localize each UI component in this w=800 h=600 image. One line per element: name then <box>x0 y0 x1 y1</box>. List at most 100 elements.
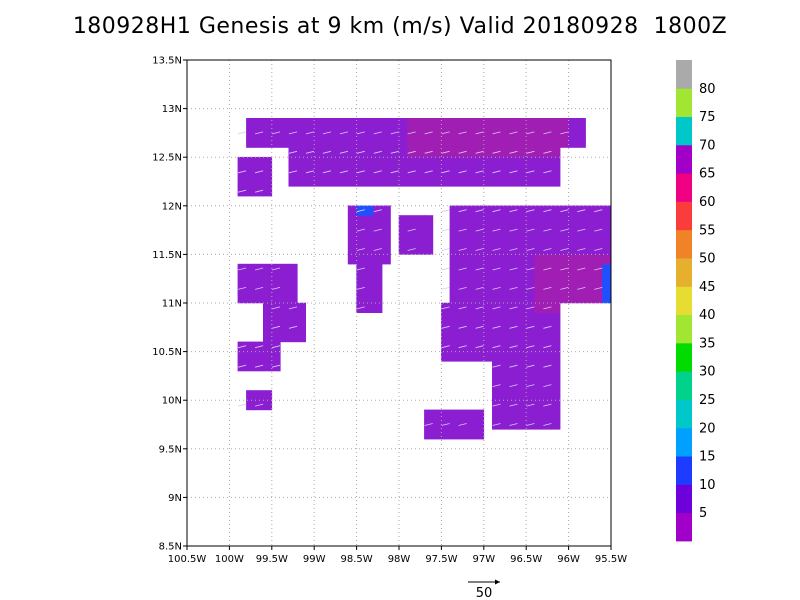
wind-speed-cell <box>407 234 417 245</box>
wind-speed-cell <box>263 166 273 177</box>
wind-speed-cell <box>508 409 518 420</box>
wind-speed-cell <box>466 263 476 275</box>
wind-vector <box>560 228 569 232</box>
wind-speed-cell <box>517 244 527 255</box>
wind-speed-cell <box>466 273 476 284</box>
wind-speed-cell <box>551 302 561 313</box>
wind-vector <box>543 306 552 310</box>
wind-speed-cell <box>305 118 315 129</box>
wind-speed-cell <box>280 118 290 129</box>
colorbar: 5 10 15 20 25 30 35 40 45 50 55 60 65 70 75 80 <box>676 60 716 542</box>
wind-speed-cell <box>542 273 552 284</box>
colorbar-label: 5 <box>699 506 707 521</box>
wind-speed-cell <box>483 263 493 275</box>
x-tick-label: 99.5W <box>256 554 288 565</box>
wind-speed-cell <box>313 166 323 177</box>
wind-speed-cell <box>296 156 306 168</box>
wind-speed-cell <box>263 361 273 372</box>
wind-speed-cell <box>364 244 374 255</box>
wind-speed-cell <box>381 127 391 138</box>
wind-speed-cell <box>466 322 476 333</box>
wind-speed-cell <box>517 263 527 275</box>
wind-speed-cell <box>466 254 476 265</box>
wind-speed-cell <box>288 331 298 343</box>
wind-vector <box>475 209 484 213</box>
wind-speed-cell <box>534 293 544 304</box>
wind-speed-cell <box>381 234 391 245</box>
wind-speed-cell <box>483 205 493 216</box>
wind-speed-cell <box>500 118 510 129</box>
wind-speed-cell <box>525 409 535 420</box>
wind-vector <box>526 384 535 387</box>
y-tick-label: 11N <box>162 299 182 310</box>
wind-speed-cell <box>458 429 468 440</box>
wind-speed-cell <box>296 302 306 313</box>
wind-speed-cell <box>381 147 391 158</box>
wind-speed-cell <box>458 351 468 362</box>
wind-vector <box>543 150 552 154</box>
wind-speed-cell <box>398 147 408 158</box>
wind-vector <box>407 228 416 232</box>
wind-speed-cell <box>585 234 595 245</box>
wind-speed-cell <box>534 361 544 372</box>
wind-vector <box>407 248 416 251</box>
wind-speed-cell <box>364 254 374 265</box>
wind-vector <box>339 170 348 174</box>
wind-speed-cell <box>339 156 349 168</box>
wind-speed-cell <box>483 302 493 313</box>
wind-speed-cell <box>559 254 569 265</box>
wind-speed-cell <box>441 429 451 440</box>
wind-speed-cell <box>500 370 510 381</box>
x-tick-label: 98.5W <box>341 554 373 565</box>
wind-speed-cell <box>305 137 315 148</box>
wind-speed-cell <box>458 409 468 420</box>
wind-speed-cell <box>551 224 561 236</box>
colorbar-swatch <box>676 258 692 287</box>
wind-speed-cell <box>449 409 459 420</box>
wind-vector <box>492 170 501 174</box>
colorbar-swatch <box>676 371 692 400</box>
wind-speed-cell <box>500 419 510 430</box>
wind-vector <box>390 150 399 154</box>
wind-speed-cell <box>313 156 323 168</box>
wind-speed-cell <box>508 293 518 304</box>
wind-speed-cell <box>500 273 510 284</box>
colorbar-swatch <box>676 173 692 202</box>
wind-vector <box>509 150 518 154</box>
wind-speed-cell <box>330 118 340 129</box>
wind-speed-cell <box>492 390 502 401</box>
wind-speed-cell <box>602 273 612 284</box>
wind-speed-cell <box>449 156 459 168</box>
reference-vector: 50 <box>468 579 500 600</box>
wind-speed-cell <box>263 118 273 129</box>
wind-speed-cell <box>263 137 273 148</box>
wind-speed-cell <box>271 351 281 362</box>
wind-speed-cell <box>432 118 442 129</box>
wind-speed-cell <box>500 341 510 352</box>
wind-speed-cell <box>280 322 290 333</box>
wind-speed-cell <box>415 215 425 226</box>
wind-vector <box>238 403 247 407</box>
wind-speed-cell <box>356 215 366 226</box>
wind-speed-cell <box>534 205 544 216</box>
wind-speed-cell <box>551 205 561 216</box>
wind-speed-cell <box>508 234 518 245</box>
wind-speed-cell <box>508 176 518 187</box>
wind-speed-cell <box>449 224 459 236</box>
wind-speed-cell <box>508 390 518 401</box>
wind-speed-cell <box>322 176 332 187</box>
colorbar-swatch <box>676 286 692 316</box>
wind-speed-cell <box>441 176 451 187</box>
wind-speed-cell <box>517 205 527 216</box>
wind-speed-cell <box>542 409 552 420</box>
wind-speed-cell <box>568 137 578 148</box>
wind-speed-cell <box>517 341 527 352</box>
colorbar-swatch <box>676 201 692 231</box>
wind-speed-cell <box>551 293 561 304</box>
wind-speed-cell <box>551 380 561 391</box>
wind-speed-cell <box>263 322 273 333</box>
wind-vector <box>492 248 501 251</box>
wind-speed-cell <box>347 156 357 168</box>
wind-speed-cell <box>263 341 273 352</box>
wind-speed-cell <box>517 166 527 177</box>
